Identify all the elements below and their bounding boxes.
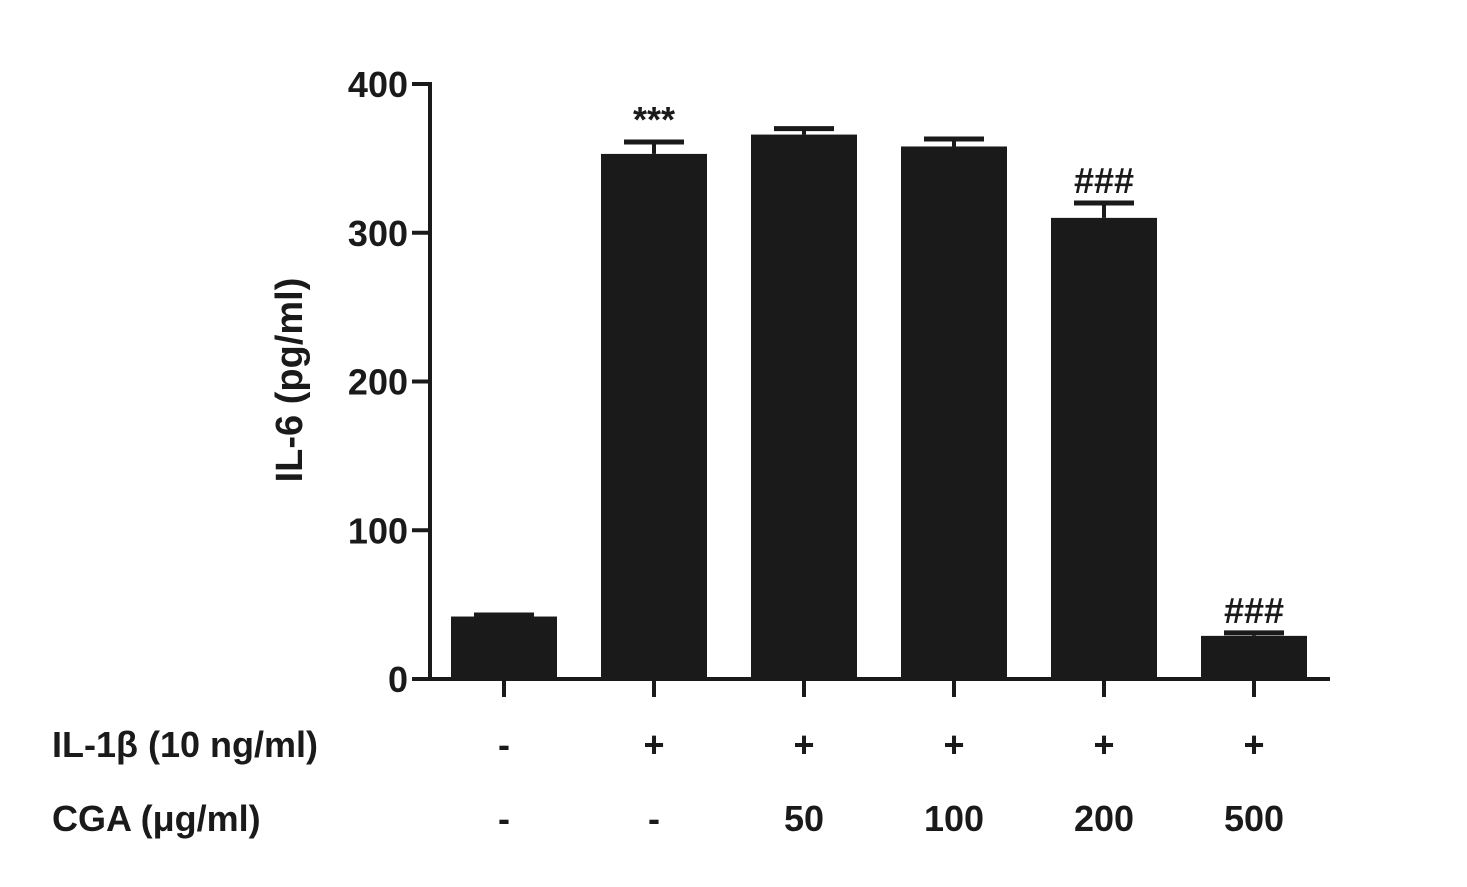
condition-value: + [1243, 724, 1264, 765]
significance-label: ### [1074, 160, 1134, 201]
condition-value: 100 [924, 798, 984, 839]
condition-value: - [498, 798, 510, 839]
condition-value: 50 [784, 798, 824, 839]
bar [1201, 635, 1307, 679]
y-tick-label: 300 [348, 213, 408, 254]
condition-value: 200 [1074, 798, 1134, 839]
bar-group [451, 126, 1307, 680]
significance-label: ### [1224, 590, 1284, 631]
condition-row-label: CGA (μg/ml) [52, 798, 261, 839]
condition-value: - [498, 724, 510, 765]
bar [901, 146, 1007, 680]
condition-value: + [943, 724, 964, 765]
bar [751, 134, 857, 679]
condition-row-label: IL-1β (10 ng/ml) [52, 724, 318, 765]
condition-value: + [793, 724, 814, 765]
bar [451, 616, 557, 679]
y-tick-label: 100 [348, 510, 408, 551]
bar [601, 153, 707, 680]
condition-value: + [1093, 724, 1114, 765]
condition-value: + [643, 724, 664, 765]
axes [412, 82, 1330, 697]
condition-value: 500 [1224, 798, 1284, 839]
significance-label: *** [633, 99, 675, 140]
y-axis-label: IL-6 (pg/ml) [269, 278, 311, 483]
label-group: 0 100 200 300 400 *** ### ### IL-1β (10 ng/ml) - +… [52, 64, 1284, 839]
bar [1051, 217, 1157, 679]
y-tick-label: 400 [348, 64, 408, 105]
y-tick-label: 200 [348, 362, 408, 403]
y-tick-label: 0 [388, 659, 408, 700]
condition-value: - [648, 798, 660, 839]
